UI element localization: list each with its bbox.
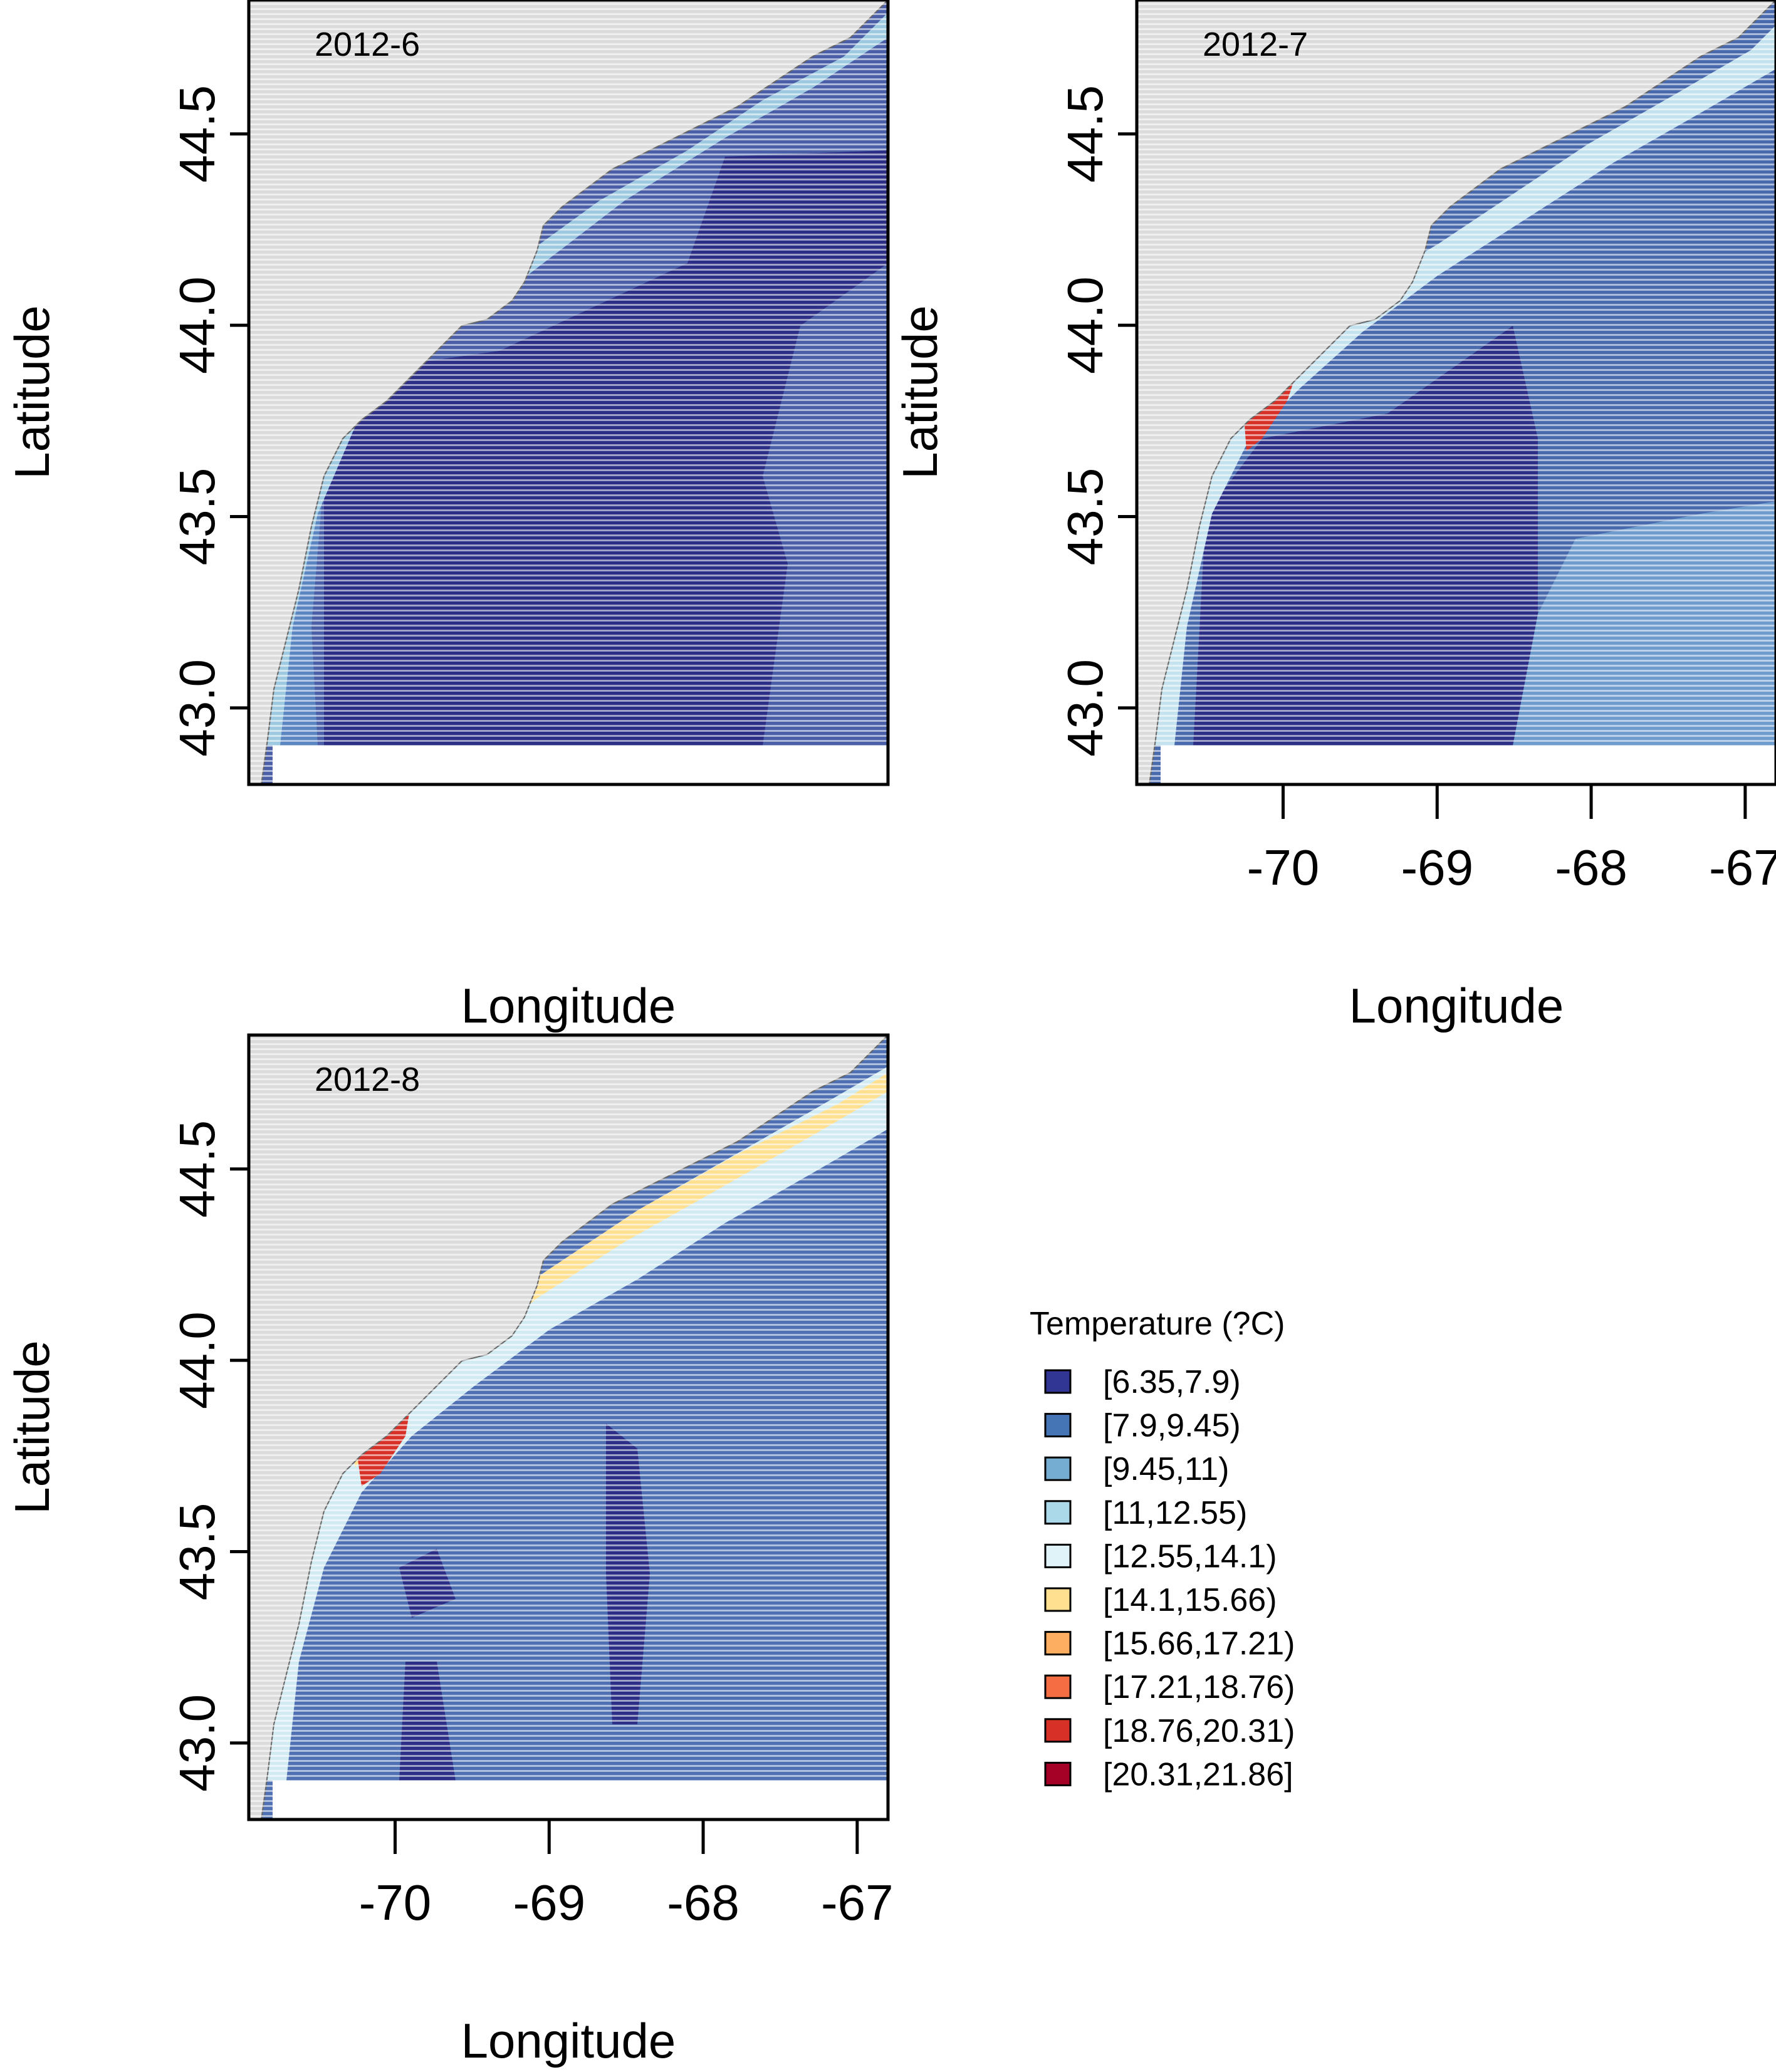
map-panel-2012-6 (247, 0, 890, 786)
y-tick-label: 44.0 (169, 1311, 225, 1409)
y-tick-label: 43.5 (169, 1503, 225, 1601)
map-panel-2012-7 (1135, 0, 1776, 786)
x-tick-label: -70 (1247, 840, 1320, 895)
legend-swatch (1044, 1587, 1072, 1612)
panel-title: 2012-8 (315, 1061, 420, 1098)
legend-swatch (1044, 1413, 1072, 1438)
no-data-strip (273, 746, 888, 784)
legend-swatch (1044, 1631, 1072, 1656)
legend-item: [6.35,7.9) (1044, 1364, 1241, 1400)
legend-label: [6.35,7.9) (1103, 1364, 1241, 1400)
legend-label: [7.9,9.45) (1103, 1408, 1241, 1444)
y-tick-label: 44.0 (1057, 276, 1113, 374)
y-tick-label: 43.5 (169, 468, 225, 566)
legend-label: [17.21,18.76) (1103, 1669, 1295, 1705)
panel-title: 2012-7 (1203, 26, 1308, 63)
y-tick-label: 44.5 (1057, 85, 1113, 183)
legend-swatch (1044, 1674, 1072, 1699)
map-plot-area (1137, 0, 1776, 784)
legend-item: [18.76,20.31) (1044, 1713, 1295, 1749)
plot-frame (247, 1033, 890, 1821)
legend-item: [14.1,15.66) (1044, 1582, 1277, 1618)
y-axis-title: Latitude (892, 305, 948, 479)
legend-swatch (1044, 1761, 1072, 1786)
no-data-strip (1161, 746, 1776, 784)
legend-label: [14.1,15.66) (1103, 1582, 1277, 1618)
y-tick-label: 43.0 (1057, 659, 1113, 757)
legend-swatch (1044, 1718, 1072, 1743)
x-tick-label: -68 (667, 1875, 739, 1930)
legend-item: [9.45,11) (1044, 1451, 1229, 1487)
legend-label: [11,12.55) (1103, 1495, 1247, 1531)
x-tick-label: -70 (359, 1875, 432, 1930)
map-plot-area (249, 0, 888, 784)
x-axis-title: Longitude (461, 978, 676, 1033)
x-tick-label: -67 (1709, 840, 1776, 895)
plot-frame (1135, 0, 1776, 786)
y-tick-label: 44.0 (169, 276, 225, 374)
legend-items: [6.35,7.9) [7.9,9.45) [9.45,11) [11,12.55) [… (1044, 1364, 1295, 1793)
legend-swatch (1044, 1456, 1072, 1481)
map-panel-2012-8 (247, 1033, 890, 1821)
legend-swatch (1044, 1369, 1072, 1394)
legend-label: [9.45,11) (1103, 1451, 1229, 1487)
y-axis-title: Latitude (4, 1340, 60, 1514)
y-tick-label: 43.0 (169, 1694, 225, 1792)
x-tick-label: -69 (1401, 840, 1473, 895)
legend-label: [15.66,17.21) (1103, 1626, 1295, 1662)
legend-swatch (1044, 1543, 1072, 1568)
y-axis-title: Latitude (4, 305, 60, 479)
legend-item: [11,12.55) (1044, 1495, 1247, 1531)
legend-label: [18.76,20.31) (1103, 1713, 1295, 1749)
y-tick-label: 43.0 (169, 659, 225, 757)
legend-swatch (1044, 1500, 1072, 1525)
temperature-legend: Temperature (?C) [6.35,7.9) [7.9,9.45) [9.… (1030, 1306, 1295, 1793)
y-tick-label: 44.5 (169, 1120, 225, 1218)
legend-item: [17.21,18.76) (1044, 1669, 1295, 1705)
legend-item: [7.9,9.45) (1044, 1408, 1241, 1444)
legend-item: [20.31,21.86] (1044, 1756, 1293, 1793)
panel-title: 2012-6 (315, 26, 420, 63)
x-axis-title: Longitude (1349, 978, 1564, 1033)
plot-frame (247, 0, 890, 786)
legend-label: [12.55,14.1) (1103, 1538, 1277, 1575)
legend-label: [20.31,21.86] (1103, 1756, 1293, 1793)
no-data-strip (273, 1781, 888, 1820)
y-tick-label: 44.5 (169, 85, 225, 183)
axis-ticks: 43.0 43.5 44.0 44.5 43.0 43.5 44.0 44.5 -70 -69 -6… (169, 85, 1776, 1930)
x-tick-label: -67 (821, 1875, 894, 1930)
x-axis-title: Longitude (461, 2013, 676, 2068)
legend-title: Temperature (?C) (1030, 1306, 1285, 1342)
x-tick-label: -68 (1555, 840, 1627, 895)
map-plot-area (249, 1035, 888, 1820)
x-tick-label: -69 (513, 1875, 585, 1930)
legend-item: [15.66,17.21) (1044, 1626, 1295, 1662)
legend-item: [12.55,14.1) (1044, 1538, 1277, 1575)
y-tick-label: 43.5 (1057, 468, 1113, 566)
